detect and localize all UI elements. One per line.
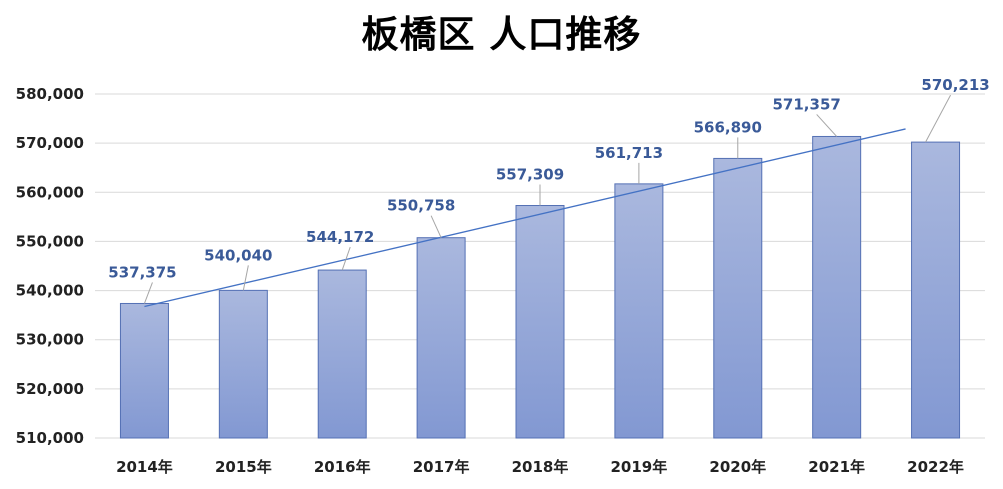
data-label: 537,375 xyxy=(108,263,176,281)
x-axis-tick-labels: 2014年 2015年 2016年 2017年 2018年 2019年 2020年 2021年… xyxy=(116,458,964,476)
x-tick-label: 2022年 xyxy=(907,458,964,476)
data-label: 557,309 xyxy=(496,166,564,184)
trendline-layer xyxy=(144,128,906,308)
x-tick-label: 2018年 xyxy=(512,458,569,476)
x-tick-label: 2015年 xyxy=(215,458,272,476)
data-label: 540,040 xyxy=(204,246,272,264)
data-label: 550,758 xyxy=(387,197,455,215)
leader-line xyxy=(816,114,838,137)
x-tick-label: 2017年 xyxy=(413,458,470,476)
bar xyxy=(416,237,466,439)
bar xyxy=(812,135,862,439)
y-tick-label: 520,000 xyxy=(16,380,84,398)
bar xyxy=(317,269,367,439)
bar xyxy=(713,157,763,439)
trendline xyxy=(144,128,906,308)
y-tick-label: 550,000 xyxy=(16,232,84,250)
bar xyxy=(218,289,268,439)
y-tick-label: 540,000 xyxy=(16,282,84,300)
bar xyxy=(911,141,961,439)
data-label: 570,213 xyxy=(921,76,989,94)
y-tick-label: 510,000 xyxy=(16,429,84,447)
bar xyxy=(515,205,565,439)
leader-line xyxy=(430,215,442,238)
leader-line xyxy=(242,265,249,291)
data-label: 566,890 xyxy=(694,118,762,136)
data-label: 561,713 xyxy=(595,144,663,162)
chart-title: 板橋区 人口推移 xyxy=(361,13,642,56)
y-tick-label: 560,000 xyxy=(16,183,84,201)
leader-lines xyxy=(143,94,951,304)
y-tick-label: 580,000 xyxy=(16,85,84,103)
data-label: 544,172 xyxy=(306,228,374,246)
x-tick-label: 2014年 xyxy=(116,458,173,476)
y-axis-tick-labels: 510,000 520,000 530,000 540,000 550,000 560,0… xyxy=(16,85,84,447)
x-tick-label: 2019年 xyxy=(611,458,668,476)
y-tick-label: 570,000 xyxy=(16,134,84,152)
x-tick-label: 2016年 xyxy=(314,458,371,476)
x-tick-label: 2021年 xyxy=(808,458,865,476)
data-label: 571,357 xyxy=(773,95,841,113)
data-labels: 537,375 540,040 544,172 550,758 557,309 561,7… xyxy=(108,76,989,281)
bar xyxy=(119,302,169,439)
leader-line xyxy=(341,246,351,271)
x-tick-label: 2020年 xyxy=(709,458,766,476)
leader-line xyxy=(143,282,153,304)
y-tick-label: 530,000 xyxy=(16,331,84,349)
bars xyxy=(119,135,961,439)
leader-line xyxy=(925,94,951,143)
bar xyxy=(614,183,664,439)
